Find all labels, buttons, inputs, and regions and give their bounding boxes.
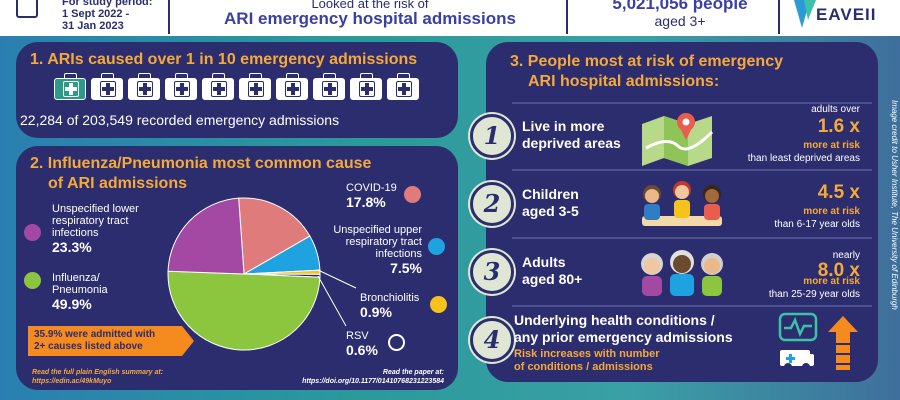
medical-kit-row — [54, 73, 419, 100]
study-period: For study period: 1 Sept 2022 - 31 Jan 2… — [62, 0, 152, 32]
panel3-title-line2: ARI hospital admissions: — [528, 73, 720, 90]
label-bronchiolitis: Bronchiolitis 0.9% — [360, 292, 420, 320]
medical-kit-icon — [128, 73, 160, 100]
pie-chart — [167, 197, 321, 351]
medical-kit-icon — [202, 73, 234, 100]
multi-cause-callout: 35.9% were admitted with 2+ causes liste… — [28, 326, 182, 356]
eave-logo — [794, 0, 816, 28]
rank-4-badge: 4 — [470, 318, 514, 362]
label-influenza: Influenza/ Pneumonia 49.9% — [52, 272, 108, 312]
panel-ari-share — [16, 42, 458, 138]
header-looked-at: Looked at the risk of — [311, 0, 429, 11]
summary-link[interactable]: Read the full plain English summary at: … — [32, 369, 164, 385]
label-lower-rti: Unspecified lower respiratory tract infe… — [52, 203, 139, 255]
label-covid: COVID-19 17.8% — [346, 182, 397, 210]
label-rsv: RSV 0.6% — [346, 330, 378, 358]
row3-more-at-risk: more at risk — [803, 276, 860, 287]
header-divider — [168, 0, 170, 34]
pie-slice — [238, 197, 311, 275]
bronchiolitis-dot — [430, 296, 447, 313]
rsv-dot — [388, 334, 405, 351]
medical-kit-icon — [313, 73, 345, 100]
rank-3-badge: 3 — [470, 250, 514, 294]
upper-rti-dot — [428, 238, 445, 255]
panel2-title: 2. Influenza/Pneumonia most common cause… — [30, 154, 371, 194]
study-period-end: 31 Jan 2023 — [62, 20, 124, 32]
pie-slice — [167, 197, 245, 275]
heart-monitor-ambulance-icon — [778, 312, 818, 371]
row3-qualifier: nearly — [832, 250, 860, 261]
medical-kit-icon — [276, 73, 308, 100]
row2-risk-value: 4.5 x — [817, 182, 860, 203]
header-aged: aged 3+ — [654, 13, 706, 29]
rank-2-badge: 2 — [470, 182, 514, 226]
row2-more-at-risk: more at risk — [803, 206, 860, 217]
panel3-title: 3. People most at risk of emergency ARI … — [510, 52, 783, 92]
row4-note: Risk increases with number of conditions… — [514, 348, 660, 373]
paper-link[interactable]: Read the paper at: https://doi.org/10.11… — [302, 369, 444, 385]
medical-kit-icon — [239, 73, 271, 100]
influenza-dot — [24, 272, 41, 289]
row4-label: Underlying health conditions / any prior… — [514, 312, 733, 345]
row3-label: Adults aged 80+ — [522, 254, 583, 287]
medical-kit-icon — [387, 73, 419, 100]
study-period-start: 1 Sept 2022 - — [62, 8, 130, 20]
medical-kit-icon — [91, 73, 123, 100]
panel2-title-line2: of ARI admissions — [48, 175, 187, 192]
header-people-count: 5,021,056 people — [612, 0, 748, 13]
study-period-label: For study period: — [62, 0, 153, 8]
increase-arrow-icon — [828, 316, 858, 370]
panel1-title: 1. ARIs caused over 1 in 10 emergency ad… — [30, 51, 418, 68]
row1-comparison: than least deprived areas — [747, 153, 860, 164]
lower-rti-dot — [24, 224, 41, 241]
eave-logo-text: EAVEII — [816, 5, 877, 24]
image-credit: Image credit to Usher Institute, The Uni… — [890, 100, 899, 310]
header-divider — [778, 0, 780, 34]
row1-risk-value: 1.6 x — [817, 116, 860, 137]
panel3-title-line1: 3. People most at risk of emergency — [510, 53, 783, 70]
row1-label: Live in more deprived areas — [522, 118, 621, 151]
medical-kit-icon — [54, 73, 86, 100]
header-title: ARI emergency hospital admissions — [224, 9, 516, 28]
header-strip: For study period: 1 Sept 2022 - 31 Jan 2… — [0, 0, 900, 36]
panel2-title-line1: 2. Influenza/Pneumonia most common cause — [30, 155, 372, 172]
children-icon — [642, 181, 722, 226]
row3-comparison: than 25-29 year olds — [768, 289, 860, 300]
pie-slice — [167, 270, 321, 351]
row2-label: Children aged 3-5 — [522, 186, 579, 219]
calendar-icon — [16, 0, 38, 18]
row2-comparison: than 6-17 year olds — [774, 219, 860, 230]
row3-risk-value: 8.0 x — [817, 260, 860, 281]
label-upper-rti: Unspecified upper respiratory tract infe… — [333, 224, 422, 276]
rank-1-badge: 1 — [470, 114, 514, 158]
header-divider — [566, 0, 568, 34]
covid-dot — [404, 186, 421, 203]
callout-arrow — [182, 326, 194, 356]
admissions-stat: 22,284 of 203,549 recorded emergency adm… — [20, 112, 340, 128]
row1-qualifier: adults over — [811, 104, 860, 115]
row1-more-at-risk: more at risk — [803, 140, 860, 151]
map-pin-icon — [642, 113, 714, 166]
medical-kit-icon — [165, 73, 197, 100]
medical-kit-icon — [350, 73, 382, 100]
older-adults-icon — [641, 250, 723, 296]
